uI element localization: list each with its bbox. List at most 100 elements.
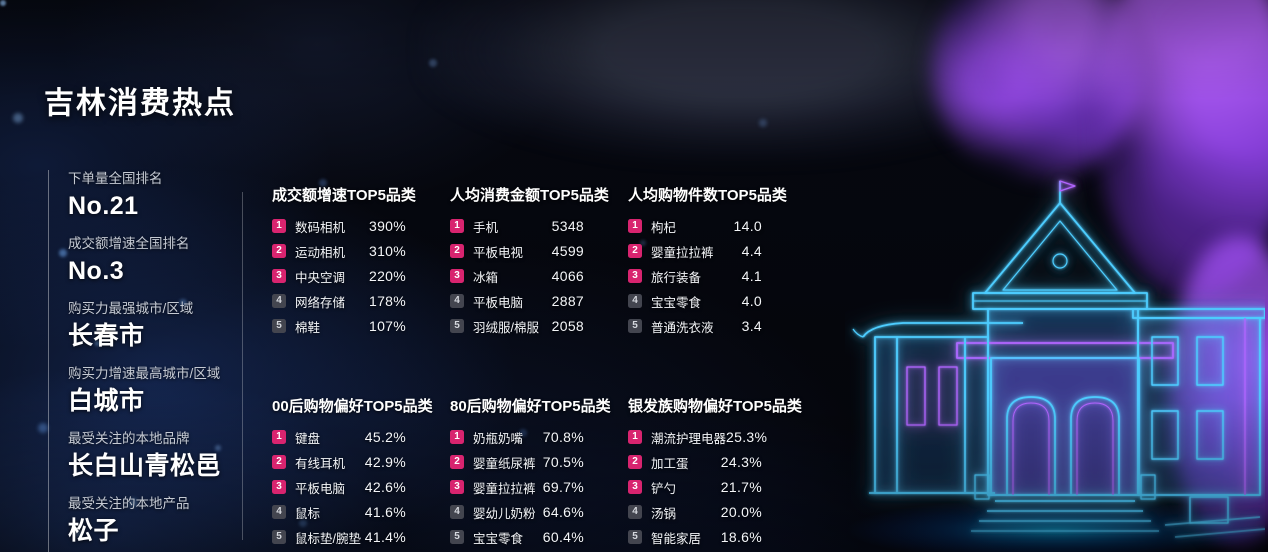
category-value: 390% <box>368 218 406 234</box>
rank-badge: 4 <box>628 505 642 519</box>
table-rows: 1 枸杞 14.0 2 婴童拉拉裤 4.4 3 旅行装备 4.1 4 宝宝零食 4.0 5 普通洗衣液 3.… <box>628 218 762 335</box>
category-name: 平板电脑 <box>473 295 524 310</box>
stat-item: 最受关注的本地产品 松子 <box>68 495 258 547</box>
rank-badge: 2 <box>628 455 642 469</box>
stat-item: 最受关注的本地品牌 长白山青松邑 <box>68 430 258 482</box>
table-rows: 1 数码相机 390% 2 运动相机 310% 3 中央空调 220% 4 网络存储 178% 5 棉鞋 1… <box>272 218 406 335</box>
rank-badge: 4 <box>628 294 642 308</box>
ground-glow <box>847 498 1263 552</box>
category-value: 69.7% <box>542 479 584 495</box>
category-value: 14.0 <box>733 218 762 234</box>
stat-value: No.3 <box>68 257 125 285</box>
category-value: 310% <box>368 243 406 259</box>
category-name: 普通洗衣液 <box>651 320 714 335</box>
category-value: 41.4% <box>364 529 406 545</box>
ranking-table-spend: 人均消费金额TOP5品类 1 手机 5348 2 平板电视 4599 3 冰箱 4066 4 平板电… <box>450 184 609 343</box>
ranking-table-senior: 银发族购物偏好TOP5品类 1 潮流护理电器 25.3% 2 加工蛋 24.3% 3 铲勺 21… <box>628 395 802 552</box>
rank-badge: 3 <box>450 269 464 283</box>
ranking-table-gen80: 80后购物偏好TOP5品类 1 奶瓶奶嘴 70.8% 2 婴童纸尿裤 70.5% 3 婴童拉拉… <box>450 395 611 552</box>
table-rows: 1 键盘 45.2% 2 有线耳机 42.9% 3 平板电脑 42.6% 4 鼠标 41.6% 5 鼠标垫… <box>272 429 406 546</box>
stat-label: 下单量全国排名 <box>68 171 163 186</box>
stat-value: 长白山青松邑 <box>68 452 222 480</box>
table-rows: 1 手机 5348 2 平板电视 4599 3 冰箱 4066 4 平板电脑 2887 5 羽绒服/棉服 2… <box>450 218 584 335</box>
ranking-row: 3 铲勺 21.7% <box>628 479 762 496</box>
ranking-row: 1 手机 5348 <box>450 218 584 235</box>
rank-badge: 2 <box>628 244 642 258</box>
category-value: 5348 <box>551 218 584 234</box>
ranking-row: 1 枸杞 14.0 <box>628 218 762 235</box>
category-name: 宝宝零食 <box>473 531 524 546</box>
category-value: 21.7% <box>720 479 762 495</box>
table-title: 00后购物偏好TOP5品类 <box>272 398 433 415</box>
bokeh-dots <box>0 0 6 6</box>
category-name: 键盘 <box>295 431 321 446</box>
rank-badge: 3 <box>272 480 286 494</box>
rank-badge: 5 <box>272 530 286 544</box>
category-value: 3.4 <box>741 318 762 334</box>
ranking-row: 2 有线耳机 42.9% <box>272 454 406 471</box>
rank-badge: 4 <box>450 505 464 519</box>
stats-panel: 下单量全国排名 No.21 成交额增速全国排名 No.3 购买力最强城市/区域 … <box>48 170 258 552</box>
table-rows: 1 奶瓶奶嘴 70.8% 2 婴童纸尿裤 70.5% 3 婴童拉拉裤 69.7% 4 婴幼儿奶粉 64… <box>450 429 584 546</box>
ranking-row: 3 平板电脑 42.6% <box>272 479 406 496</box>
rank-badge: 1 <box>272 219 286 233</box>
category-value: 2887 <box>551 293 584 309</box>
category-name: 冰箱 <box>473 270 499 285</box>
table-title: 80后购物偏好TOP5品类 <box>450 398 611 415</box>
ranking-row: 2 婴童拉拉裤 4.4 <box>628 243 762 260</box>
category-name: 智能家居 <box>651 531 702 546</box>
category-name: 铲勺 <box>651 481 677 496</box>
ranking-row: 1 键盘 45.2% <box>272 429 406 446</box>
category-value: 25.3% <box>726 429 768 445</box>
ranking-row: 2 平板电视 4599 <box>450 243 584 260</box>
category-name: 鼠标垫/腕垫 <box>295 531 361 546</box>
rank-badge: 2 <box>272 244 286 258</box>
category-value: 70.8% <box>542 429 584 445</box>
stat-item: 成交额增速全国排名 No.3 <box>68 235 258 287</box>
rank-badge: 5 <box>272 319 286 333</box>
ranking-row: 5 宝宝零食 60.4% <box>450 529 584 546</box>
rank-badge: 2 <box>272 455 286 469</box>
ranking-row: 4 汤锅 20.0% <box>628 504 762 521</box>
page-title: 吉林消费热点 <box>44 87 236 120</box>
category-name: 潮流护理电器 <box>651 431 727 446</box>
category-value: 45.2% <box>364 429 406 445</box>
rank-badge: 3 <box>272 269 286 283</box>
ranking-row: 3 婴童拉拉裤 69.7% <box>450 479 584 496</box>
category-name: 奶瓶奶嘴 <box>473 431 524 446</box>
ranking-row: 1 奶瓶奶嘴 70.8% <box>450 429 584 446</box>
category-value: 220% <box>368 268 406 284</box>
ranking-table-items: 人均购物件数TOP5品类 1 枸杞 14.0 2 婴童拉拉裤 4.4 3 旅行装备 4.1 4 宝宝… <box>628 184 787 343</box>
ranking-row: 5 智能家居 18.6% <box>628 529 762 546</box>
category-name: 中央空调 <box>295 270 346 285</box>
ranking-row: 3 中央空调 220% <box>272 268 406 285</box>
ranking-table-growth: 成交额增速TOP5品类 1 数码相机 390% 2 运动相机 310% 3 中央空调 220% 4… <box>272 184 416 343</box>
category-value: 178% <box>368 293 406 309</box>
category-name: 有线耳机 <box>295 456 346 471</box>
rank-badge: 5 <box>628 530 642 544</box>
stat-value: 长春市 <box>68 322 145 350</box>
category-name: 羽绒服/棉服 <box>473 320 539 335</box>
category-value: 41.6% <box>364 504 406 520</box>
category-name: 婴童纸尿裤 <box>473 456 536 471</box>
category-name: 鼠标 <box>295 506 321 521</box>
category-value: 4.4 <box>741 243 762 259</box>
category-value: 64.6% <box>542 504 584 520</box>
category-value: 4.1 <box>741 268 762 284</box>
neon-building-illustration <box>847 180 1265 552</box>
category-name: 数码相机 <box>295 220 346 235</box>
rank-badge: 4 <box>272 294 286 308</box>
stat-item: 购买力最强城市/区域 长春市 <box>68 300 258 352</box>
rank-badge: 5 <box>628 319 642 333</box>
stat-label: 最受关注的本地品牌 <box>68 431 190 446</box>
category-name: 汤锅 <box>651 506 677 521</box>
ranking-row: 5 鼠标垫/腕垫 41.4% <box>272 529 406 546</box>
category-value: 42.6% <box>364 479 406 495</box>
ranking-row: 5 棉鞋 107% <box>272 318 406 335</box>
ranking-table-gen00: 00后购物偏好TOP5品类 1 键盘 45.2% 2 有线耳机 42.9% 3 平板电脑 42.… <box>272 395 433 552</box>
ranking-row: 1 数码相机 390% <box>272 218 406 235</box>
table-rows: 1 潮流护理电器 25.3% 2 加工蛋 24.3% 3 铲勺 21.7% 4 汤锅 20.0% 5 智能… <box>628 429 767 546</box>
ranking-row: 4 平板电脑 2887 <box>450 293 584 310</box>
ranking-row: 2 加工蛋 24.3% <box>628 454 762 471</box>
ranking-row: 1 潮流护理电器 25.3% <box>628 429 767 446</box>
